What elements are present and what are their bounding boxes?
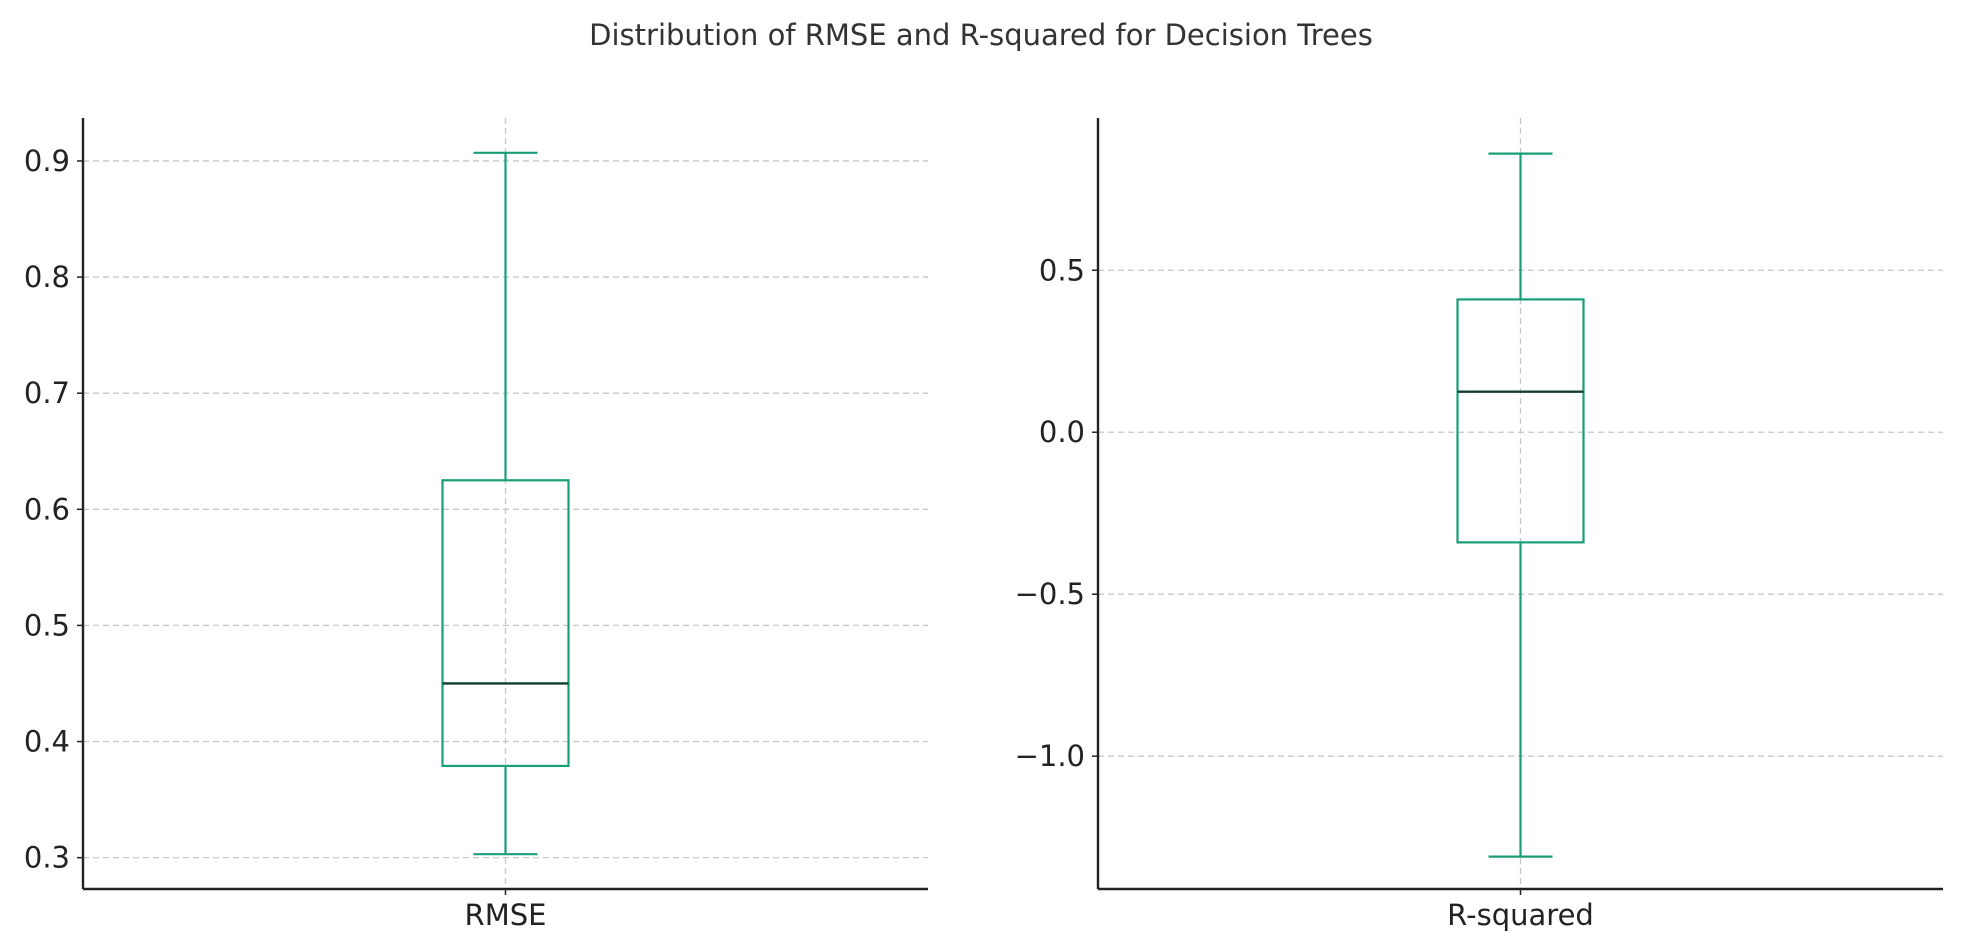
y-tick-label: 0.3	[24, 841, 70, 875]
y-tick-label: 0.5	[24, 608, 70, 642]
y-tick-label: 0.9	[24, 144, 70, 178]
y-tick-label: 0.7	[24, 376, 70, 410]
y-tick-label: −1.0	[1015, 739, 1085, 773]
y-tick-label: 0.0	[1039, 415, 1085, 449]
x-tick-label: RMSE	[465, 898, 547, 932]
figure-title: Distribution of RMSE and R-squared for D…	[589, 18, 1373, 52]
y-tick-label: 0.6	[24, 492, 70, 526]
y-tick-label: 0.8	[24, 260, 70, 294]
y-tick-label: 0.4	[24, 725, 70, 759]
r-squared-panel: −1.0 −0.5 0.0 0.5 R-squared	[1015, 118, 1943, 932]
rmse-panel: 0.3 0.4 0.5 0.6 0.7 0.8 0.9 RMSE	[24, 118, 928, 932]
iqr-box	[441, 479, 570, 768]
x-tick-label: R-squared	[1447, 898, 1594, 932]
iqr-box	[1456, 298, 1585, 544]
y-tick-label: −0.5	[1015, 577, 1085, 611]
y-tick-label: 0.5	[1039, 253, 1085, 287]
